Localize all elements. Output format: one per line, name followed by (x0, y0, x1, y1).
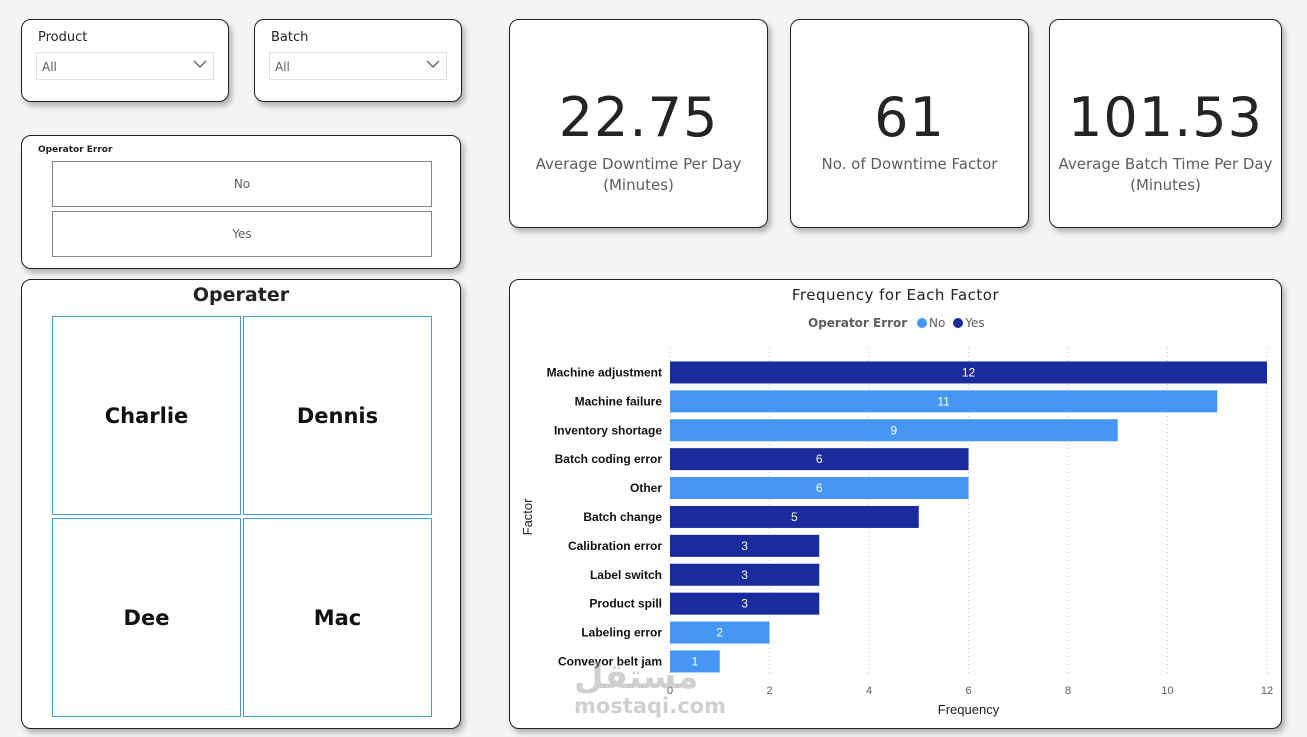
y-category-label: Conveyor belt jam (558, 654, 662, 668)
product-slicer: Product All (21, 19, 229, 102)
bar-data-label: 6 (816, 481, 823, 495)
bar (670, 448, 969, 471)
bar (670, 390, 1218, 413)
bar-data-label: 3 (741, 597, 748, 611)
bar-data-label: 9 (891, 423, 898, 437)
operator-error-yes-button[interactable]: Yes (52, 211, 432, 257)
batch-dropdown[interactable]: All (269, 52, 447, 80)
bar-data-label: 3 (741, 568, 748, 582)
legend-item-no[interactable]: No (917, 316, 945, 330)
y-category-label: Label switch (590, 568, 662, 582)
x-tick-label: 0 (667, 685, 673, 697)
operator-error-slicer: Operator Error No Yes (21, 135, 461, 269)
legend-no-swatch (917, 318, 928, 328)
product-slicer-title: Product (38, 30, 88, 45)
kpi-label: No. of Downtime Factor (821, 155, 998, 173)
y-category-label: Inventory shortage (554, 423, 662, 437)
legend-title: Operator Error (808, 316, 908, 330)
y-category-label: Batch coding error (555, 452, 663, 466)
chevron-down-icon (193, 60, 207, 68)
x-axis-title: Frequency (938, 702, 1000, 717)
bar-data-label: 1 (692, 654, 699, 668)
chart-legend: Operator Error No Yes (808, 316, 989, 330)
bar (670, 477, 969, 500)
watermark-arabic: مستقل (574, 657, 699, 697)
legend-no-label: No (929, 316, 946, 330)
x-tick-label: 8 (1065, 685, 1071, 697)
y-category-label: Machine failure (575, 394, 663, 408)
watermark-latin: mostaqi.com (574, 694, 726, 718)
legend-yes-swatch (953, 318, 964, 328)
y-category-label: Machine adjustment (547, 365, 662, 379)
y-category-label: Calibration error (568, 539, 662, 553)
y-category-label: Labeling error (581, 626, 662, 640)
bar-data-label: 11 (937, 394, 950, 408)
chevron-down-icon (426, 60, 440, 68)
operator-tile-charlie[interactable]: Charlie (52, 316, 241, 515)
kpi-value: 22.75 (558, 86, 719, 149)
chart-title: Frequency for Each Factor (791, 286, 1000, 304)
product-dropdown-value: All (42, 60, 57, 74)
watermark: مستقل mostaqi.com (574, 660, 726, 718)
bar (670, 361, 1267, 384)
operator-error-no-button[interactable]: No (52, 161, 432, 207)
bar-data-label: 5 (791, 510, 798, 524)
operator-slicer-title: Operater (192, 284, 290, 306)
operator-slicer: Operater Charlie Dennis Dee Mac (21, 279, 461, 729)
kpi-label: Average Batch Time Per Day (Minutes) (1058, 155, 1273, 194)
bar-data-label: 12 (962, 365, 976, 379)
legend-yes-label: Yes (965, 316, 985, 330)
y-category-label: Batch change (583, 510, 662, 524)
legend-item-yes[interactable]: Yes (953, 316, 985, 330)
bar (670, 534, 820, 557)
kpi-card-avg-downtime: 22.75 Average Downtime Per Day (Minutes) (509, 19, 768, 228)
kpi-card-downtime-factor-count: 61 No. of Downtime Factor (790, 19, 1029, 228)
y-category-label: Other (630, 481, 662, 495)
bar (670, 650, 720, 673)
frequency-chart-card: Frequency for Each Factor Operator Error… (509, 279, 1282, 729)
batch-slicer: Batch All (254, 19, 462, 102)
batch-dropdown-value: All (275, 60, 290, 74)
operator-error-title: Operator Error (38, 145, 113, 155)
kpi-label: Average Downtime Per Day (Minutes) (535, 155, 742, 194)
bar (670, 419, 1118, 442)
operator-tile-dee[interactable]: Dee (52, 518, 241, 717)
x-tick-label: 6 (965, 685, 971, 697)
bar (670, 592, 820, 615)
y-axis-title: Factor (520, 498, 535, 536)
batch-slicer-title: Batch (271, 30, 309, 45)
x-tick-label: 12 (1261, 685, 1273, 697)
y-category-label: Product spill (589, 597, 662, 611)
bar-data-label: 6 (816, 452, 823, 466)
bar (670, 505, 919, 528)
bar (670, 563, 820, 586)
kpi-value: 61 (874, 86, 945, 149)
bar-data-label: 2 (716, 626, 723, 640)
kpi-card-avg-batch-time: 101.53 Average Batch Time Per Day (Minut… (1049, 19, 1282, 228)
x-tick-label: 2 (766, 685, 772, 697)
operator-tile-dennis[interactable]: Dennis (243, 316, 432, 515)
kpi-value: 101.53 (1068, 86, 1263, 149)
x-tick-label: 4 (866, 685, 872, 697)
bar-data-label: 3 (741, 539, 748, 553)
product-dropdown[interactable]: All (36, 52, 214, 80)
x-tick-label: 10 (1161, 685, 1173, 697)
operator-tile-mac[interactable]: Mac (243, 518, 432, 717)
bar (670, 621, 770, 644)
